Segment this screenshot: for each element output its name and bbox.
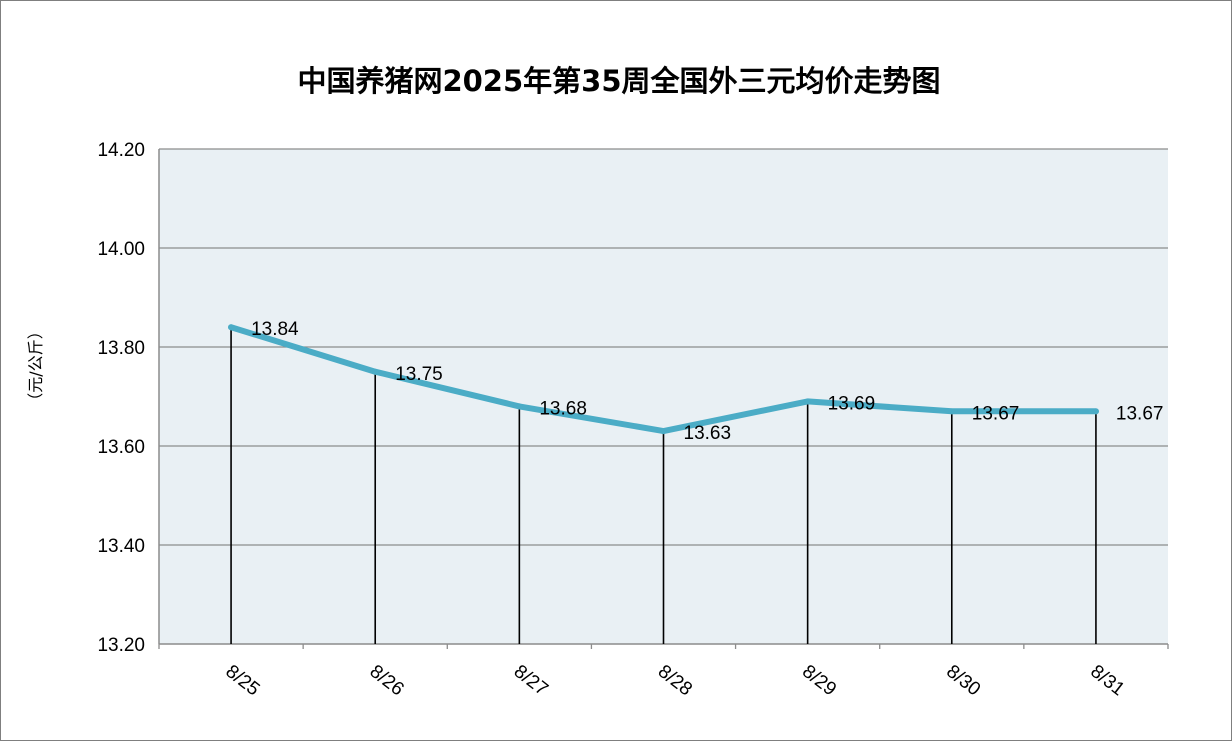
x-tick-label: 8/29 (798, 661, 840, 700)
y-tick-label: 13.60 (97, 437, 145, 458)
x-tick-label: 8/27 (510, 661, 552, 700)
y-tick-label: 14.20 (97, 140, 145, 161)
data-point (228, 324, 235, 331)
y-axis-label: （元/公斤） (26, 323, 45, 408)
y-tick-labels: 14.20 14.00 13.80 13.60 13.40 13.20 (97, 140, 145, 656)
x-tick-label: 8/30 (942, 661, 984, 700)
y-tick-label: 13.20 (97, 635, 145, 656)
data-label: 13.68 (539, 398, 587, 419)
x-tick-label: 8/25 (221, 661, 263, 700)
series-layer (228, 324, 1099, 435)
data-label: 13.69 (828, 393, 876, 414)
drop-lines (230, 327, 1097, 644)
data-point (948, 408, 955, 415)
x-tick-label: 8/26 (366, 661, 408, 700)
x-tick-labels: 8/25 8/26 8/27 8/28 8/29 8/30 8/31 (221, 661, 1128, 700)
data-label: 13.63 (684, 423, 732, 444)
chart-title: 中国养猪网2025年第35周全国外三元均价走势图 (297, 64, 940, 98)
x-tick-label: 8/31 (1086, 661, 1128, 700)
data-point (372, 368, 379, 375)
data-point (804, 398, 811, 405)
data-point (1092, 408, 1099, 415)
x-tick-label: 8/28 (654, 661, 696, 700)
data-label: 13.75 (395, 364, 443, 385)
data-labels: 13.84 13.75 13.68 13.63 13.69 13.67 13.67 (251, 319, 1163, 444)
data-point (516, 403, 523, 410)
y-tick-label: 13.40 (97, 536, 145, 557)
data-label: 13.67 (972, 403, 1020, 424)
data-label: 13.67 (1116, 403, 1164, 424)
y-tick-label: 13.80 (97, 338, 145, 359)
y-tick-label: 14.00 (97, 239, 145, 260)
data-point (660, 428, 667, 435)
data-label: 13.84 (251, 319, 299, 340)
